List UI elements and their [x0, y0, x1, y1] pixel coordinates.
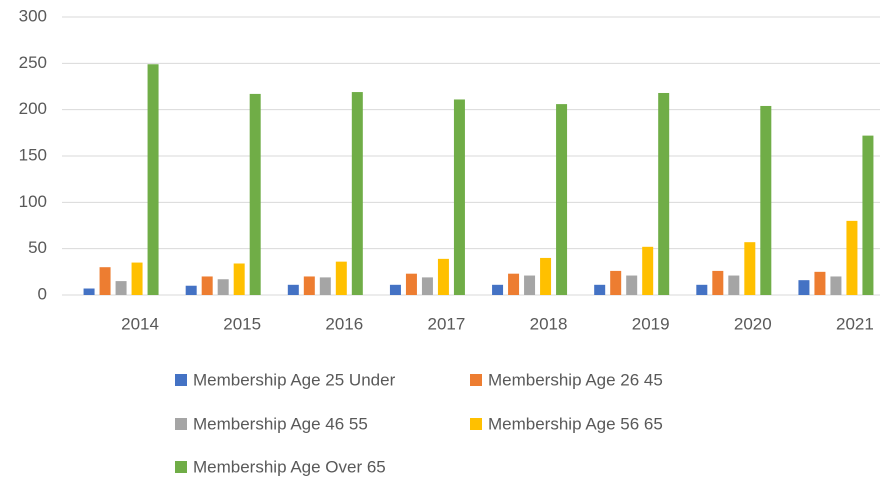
x-tick-label: 2015 [223, 314, 261, 333]
bar [862, 135, 874, 295]
x-tick-label: 2021 [836, 314, 874, 333]
bar [201, 276, 213, 295]
bar [287, 284, 299, 295]
bar [610, 270, 622, 295]
bar [626, 275, 638, 295]
x-tick-label: 2017 [428, 314, 466, 333]
y-tick-label: 50 [28, 238, 47, 257]
bar [217, 279, 229, 295]
bar [760, 105, 772, 296]
bar [303, 276, 315, 295]
legend-swatch [175, 418, 187, 430]
bar [814, 271, 826, 295]
bar [115, 281, 127, 295]
legend-label: Membership Age Over 65 [193, 457, 386, 476]
bar [147, 64, 159, 295]
legend-swatch [470, 374, 482, 386]
x-tick-label: 2019 [632, 314, 670, 333]
bar [351, 92, 363, 295]
x-tick-label: 2020 [734, 314, 772, 333]
bar [249, 93, 261, 295]
legend-swatch [175, 374, 187, 386]
x-tick-label: 2016 [325, 314, 363, 333]
bar [233, 263, 245, 295]
bar [594, 284, 606, 295]
bar [405, 273, 417, 295]
bar [421, 277, 433, 295]
legend-label: Membership Age 25 Under [193, 370, 396, 389]
y-tick-label: 200 [19, 99, 47, 118]
y-tick-label: 0 [38, 284, 47, 303]
bar [696, 284, 708, 295]
bar [453, 99, 465, 296]
bar [437, 258, 449, 295]
bar [798, 280, 810, 295]
bar [524, 275, 536, 295]
y-tick-label: 300 [19, 6, 47, 25]
legend-label: Membership Age 26 45 [488, 370, 663, 389]
bar [508, 273, 520, 295]
y-tick-label: 150 [19, 145, 47, 164]
bar [642, 246, 654, 295]
bar [712, 270, 724, 295]
bar [846, 220, 858, 295]
bar [540, 257, 552, 295]
legend-label: Membership Age 56 65 [488, 414, 663, 433]
bar [728, 275, 740, 295]
x-tick-label: 2014 [121, 314, 159, 333]
bar [335, 261, 347, 295]
bar [658, 92, 670, 295]
y-tick-label: 100 [19, 192, 47, 211]
bar [492, 284, 504, 295]
bar [319, 277, 331, 295]
bar [131, 262, 143, 295]
bar [389, 284, 401, 295]
bar [830, 276, 842, 295]
x-tick-label: 2018 [530, 314, 568, 333]
bar [99, 267, 111, 295]
legend-label: Membership Age 46 55 [193, 414, 368, 433]
bar [83, 288, 95, 295]
y-tick-label: 250 [19, 53, 47, 72]
legend-swatch [470, 418, 482, 430]
bar [744, 242, 756, 295]
legend-swatch [175, 461, 187, 473]
bar [556, 104, 568, 296]
bar [185, 285, 197, 295]
